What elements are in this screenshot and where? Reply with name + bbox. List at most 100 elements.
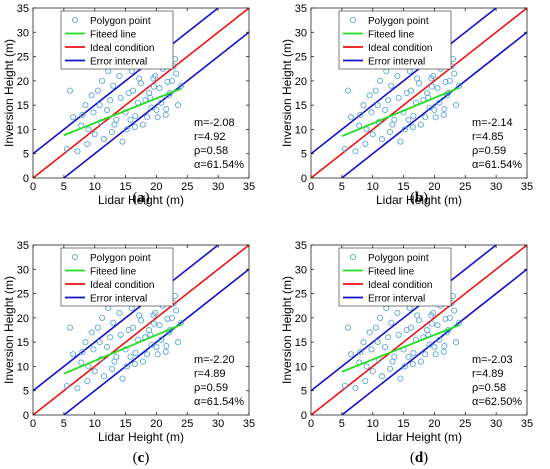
legend-marker-polygon <box>72 16 79 23</box>
y-tick-label: 25 <box>17 52 29 64</box>
polygon-point <box>107 334 114 341</box>
polygon-point <box>74 148 81 155</box>
fitted-line <box>341 324 460 373</box>
polygon-point <box>374 339 381 346</box>
polygon-point <box>360 339 367 346</box>
y-tick-label: 20 <box>295 313 307 325</box>
polygon-point <box>442 315 449 322</box>
polygon-point <box>372 324 379 331</box>
polygon-point <box>127 116 134 123</box>
stat-annotation: r=4.92 <box>194 131 226 143</box>
panel-a: 0 5 10 15 20 25 30 35 0 5 10 15 20 25 30 35 Lidar Height… <box>2 3 255 207</box>
polygon-point <box>362 377 369 384</box>
polygon-point <box>430 73 437 80</box>
polygon-point <box>175 339 182 346</box>
polygon-point <box>386 128 393 135</box>
polygon-point <box>78 359 85 366</box>
y-tick-label: 5 <box>23 386 29 398</box>
legend: Polygon point Fiteed line Ideal condition E… <box>338 247 452 307</box>
polygon-point <box>162 348 169 355</box>
polygon-point <box>99 77 106 84</box>
y-tick-label: 15 <box>17 337 29 349</box>
polygon-point <box>401 363 408 370</box>
legend-label-error: Error interval <box>368 57 425 68</box>
y-tick-label: 20 <box>17 76 29 88</box>
polygon-point <box>96 102 103 109</box>
polygon-point <box>451 70 458 77</box>
polygon-point <box>164 78 171 85</box>
polygon-point <box>85 126 92 133</box>
x-tick-label: 30 <box>212 418 224 430</box>
polygon-point <box>79 348 86 355</box>
polygon-point <box>405 353 412 360</box>
legend-label-error: Error interval <box>368 294 425 305</box>
polygon-point <box>90 346 97 353</box>
polygon-point <box>434 322 441 329</box>
polygon-point <box>82 339 89 346</box>
x-axis-label: Lidar Height (m) <box>98 430 184 444</box>
polygon-point <box>431 107 438 114</box>
polygon-point <box>117 94 124 101</box>
polygon-point <box>84 377 91 384</box>
polygon-point <box>168 77 175 84</box>
stat-annotation: r=4.85 <box>472 131 504 143</box>
polygon-point <box>144 351 151 358</box>
polygon-point <box>111 121 118 128</box>
stat-annotation: m=-2.14 <box>472 117 513 129</box>
polygon-point <box>150 320 157 327</box>
legend-label-ideal: Ideal condition <box>90 43 155 54</box>
stat-annotation: α=61.54% <box>194 396 244 408</box>
polygon-point <box>70 114 77 121</box>
polygon-point <box>424 326 431 333</box>
polygon-point <box>154 114 161 121</box>
legend-label-fitted: Fiteed line <box>90 30 137 41</box>
x-tick-label: 20 <box>428 418 440 430</box>
polygon-point <box>426 104 433 111</box>
polygon-point <box>395 94 402 101</box>
legend-marker-polygon <box>349 253 356 260</box>
polygon-point <box>175 102 182 109</box>
panel-label: (c) <box>133 450 150 466</box>
polygon-point <box>414 75 421 82</box>
polygon-point <box>167 90 174 97</box>
y-axis-label: Inversion Height (m) <box>280 39 294 147</box>
polygon-point <box>345 87 352 94</box>
legend-box <box>60 247 174 307</box>
y-tick-label: 10 <box>17 124 29 136</box>
polygon-point <box>441 106 448 113</box>
polygon-point <box>414 312 421 319</box>
panel-c: 0 5 10 15 20 25 30 35 0 5 10 15 20 25 30 35 Lidar Height… <box>2 240 255 466</box>
polygon-point <box>132 349 139 356</box>
x-tick-label: 30 <box>490 181 502 193</box>
polygon-point <box>401 126 408 133</box>
stat-annotation: m=-2.03 <box>472 354 513 366</box>
y-tick-label: 5 <box>23 149 29 161</box>
polygon-point <box>88 329 95 336</box>
x-tick-label: 0 <box>308 418 314 430</box>
polygon-point <box>446 77 453 84</box>
stat-annotation: r=4.89 <box>472 368 504 380</box>
polygon-point <box>129 324 136 331</box>
polygon-point <box>111 358 118 365</box>
stat-annotation: m=-2.20 <box>194 354 235 366</box>
x-tick-label: 20 <box>150 418 162 430</box>
panel-label: (a) <box>132 190 150 206</box>
polygon-point <box>139 121 146 128</box>
y-axis-label: Inversion Height (m) <box>280 276 294 384</box>
stat-annotation: ρ=0.58 <box>194 145 228 157</box>
x-axis-label: Lidar Height (m) <box>98 193 184 207</box>
polygon-point <box>386 365 393 372</box>
legend-label-polygon: Polygon point <box>368 16 429 27</box>
x-tick-label: 15 <box>397 181 409 193</box>
polygon-point <box>104 343 111 350</box>
fitted-line <box>341 86 460 138</box>
x-tick-label: 35 <box>243 181 255 193</box>
polygon-point <box>104 107 111 114</box>
x-tick-label: 10 <box>89 181 101 193</box>
legend-label-fitted: Fiteed line <box>368 30 415 41</box>
polygon-point <box>156 322 163 329</box>
polygon-point <box>136 312 143 319</box>
polygon-point <box>348 114 355 121</box>
polygon-point <box>385 334 392 341</box>
polygon-point <box>108 128 115 135</box>
